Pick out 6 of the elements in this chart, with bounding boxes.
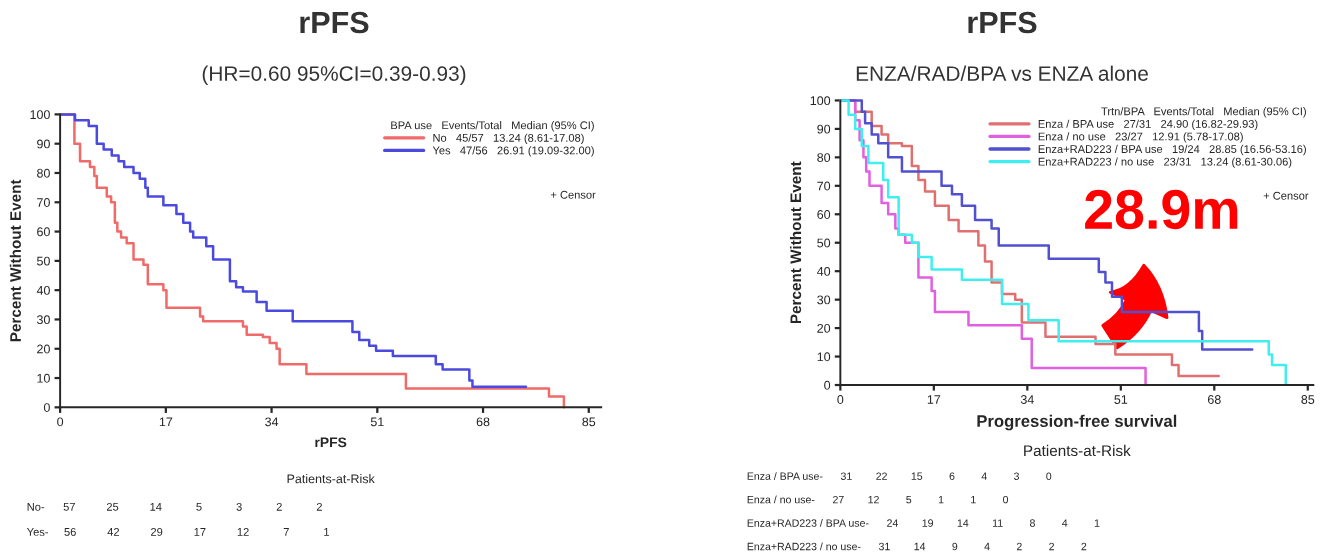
annotation: 28.9m xyxy=(1085,189,1238,230)
chart-title: rPFS xyxy=(300,11,369,34)
x-axis-title: Progression-free survival xyxy=(977,414,1177,431)
chart-subtitle: (HR=0.60 95%CI=0.39-0.93) xyxy=(202,65,466,86)
chart-subtitle: ENZA/RAD/BPA vs ENZA alone xyxy=(856,65,1148,81)
chart-title: rPFS xyxy=(968,11,1037,34)
